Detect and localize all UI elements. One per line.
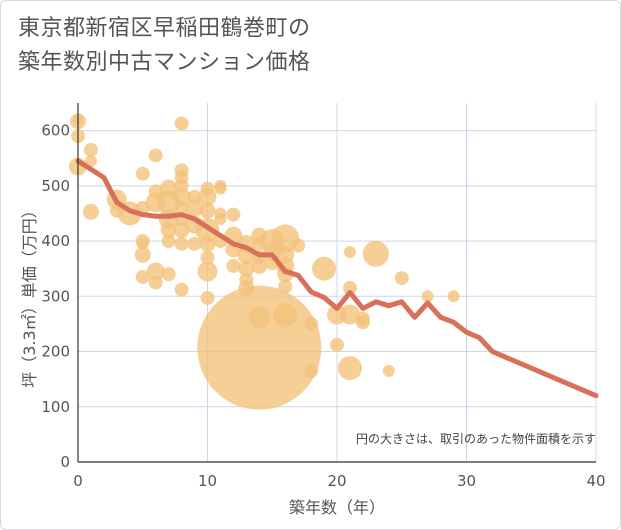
bubble-point (197, 261, 218, 282)
trend-line-layer (75, 158, 599, 399)
bubble-point (421, 290, 434, 303)
bubble-point (198, 187, 217, 206)
bubble-point (185, 198, 204, 217)
tick-labels: 0 100 200 300 400 500 600 0 10 20 30 40 (41, 122, 605, 490)
trend-line (75, 158, 599, 399)
bubble-point (172, 187, 191, 206)
bubble-point (200, 290, 215, 305)
y-tick-label: 100 (41, 398, 70, 416)
bubble-point (355, 315, 370, 330)
bubble-point (291, 238, 306, 253)
x-tick-label: 40 (586, 472, 605, 490)
size-note: 円の大きさは、取引のあった物件面積を示す (356, 431, 596, 446)
y-tick-label: 500 (41, 177, 70, 195)
bubble-point (312, 256, 337, 281)
y-tick-label: 400 (41, 232, 70, 250)
bubble-point (148, 275, 163, 290)
bubble-point (362, 240, 389, 267)
chart-title-line1: 東京都新宿区早稲田鶴巻町の (18, 16, 311, 41)
bubble-point (173, 222, 190, 239)
bubble-point (161, 234, 176, 249)
bubble-point (214, 212, 227, 225)
bubble-point (135, 166, 150, 181)
bubble-point (226, 258, 241, 273)
bubble-point (84, 154, 97, 167)
bubble-point (330, 337, 344, 352)
bubble-point (304, 316, 319, 331)
bubble-point (337, 356, 362, 381)
bubble-point (199, 235, 216, 252)
bubble-point (200, 250, 215, 265)
y-tick-label: 600 (41, 122, 70, 140)
x-tick-label: 0 (73, 472, 83, 490)
y-tick-label: 300 (41, 287, 70, 305)
x-tick-label: 30 (457, 472, 476, 490)
bubble-point (342, 281, 357, 296)
x-tick-label: 20 (327, 472, 346, 490)
bubble-point (199, 202, 216, 219)
bubble-point (83, 142, 98, 157)
x-axis-label: 築年数（年） (289, 498, 385, 517)
bubble-point (273, 303, 298, 328)
y-tick-label: 0 (60, 453, 70, 471)
bubble-point (226, 207, 241, 222)
y-axis-label: 坪（3.3㎡）単価（万円） (20, 202, 39, 387)
bubble-point (382, 364, 395, 377)
bubble-point (278, 279, 293, 294)
chart-title: 東京都新宿区早稲田鶴巻町の 築年数別中古マンション価格 (18, 12, 311, 80)
bubble-point (251, 257, 268, 274)
bubble-point (161, 267, 176, 282)
bubble-point (197, 285, 322, 410)
axes (77, 103, 596, 463)
bubble-point (160, 222, 177, 239)
bubble-point (447, 290, 460, 303)
bubble-layer (69, 113, 460, 410)
bubble-point (148, 148, 163, 163)
x-tick-label: 10 (198, 472, 217, 490)
bubble-point (174, 116, 189, 131)
bubble-point (394, 271, 409, 286)
bubble-point (174, 282, 189, 297)
bubble-point (214, 182, 227, 195)
bubble-point (136, 237, 149, 250)
y-tick-label: 200 (41, 343, 70, 361)
bubble-point (146, 262, 165, 281)
chart-title-line2: 築年数別中古マンション価格 (18, 50, 311, 75)
bubble-point (187, 236, 202, 251)
bubble-point (238, 260, 255, 277)
bubble-point (174, 200, 189, 215)
bubble-point (135, 269, 150, 284)
bubble-point (82, 203, 99, 220)
bubble-point (304, 363, 319, 378)
bubble-point (343, 246, 356, 259)
bubble-point (174, 236, 189, 251)
bubble-point (339, 304, 360, 325)
bubble-point (134, 246, 151, 263)
